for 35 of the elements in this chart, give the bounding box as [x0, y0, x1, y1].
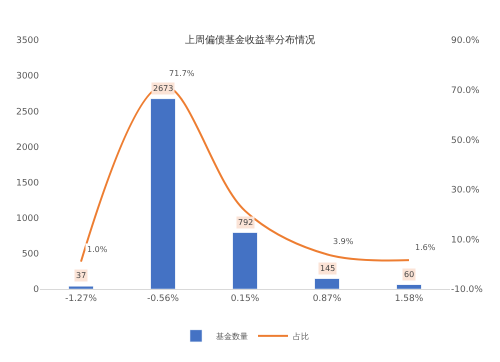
data-label: 792 [238, 218, 254, 227]
y2-tick-label: 50.0% [451, 136, 480, 146]
x-tick-label: 0.15% [230, 294, 260, 304]
y-tick-label: 3000 [16, 72, 40, 82]
y-tick-label: 500 [22, 250, 40, 260]
y-tick-label: 1500 [16, 178, 40, 188]
y2-tick-label: -10.0% [451, 285, 484, 296]
data-label: 60 [404, 270, 414, 279]
data-label: 145 [320, 264, 336, 273]
data-label: 71.7% [169, 69, 195, 78]
y-tick-label: 2500 [16, 107, 40, 118]
data-label: 1.0% [87, 245, 108, 254]
legend-label: 占比 [293, 332, 309, 341]
data-label: 1.6% [415, 243, 436, 252]
y2-tick-label: 10.0% [451, 235, 480, 246]
data-label: 37 [76, 271, 86, 280]
x-tick-label: 1.58% [394, 294, 424, 304]
bar [314, 278, 340, 289]
bar [150, 98, 176, 289]
legend-label: 基金数量 [216, 332, 248, 341]
y-tick-label: 1000 [16, 214, 40, 224]
x-tick-label: 0.87% [312, 294, 342, 304]
data-label: 3.9% [333, 237, 354, 246]
bar [396, 284, 422, 289]
y2-tick-label: 30.0% [451, 186, 480, 196]
x-tick-label: -0.56% [147, 294, 180, 304]
y-tick-label: 0 [33, 285, 40, 296]
x-tick-label: -1.27% [65, 294, 98, 304]
bar [232, 232, 258, 289]
y-tick-label: 3500 [16, 36, 40, 46]
y2-tick-label: 70.0% [451, 86, 480, 96]
y-tick-label: 2000 [16, 142, 40, 153]
y2-tick-label: 90.0% [451, 36, 480, 46]
chart-title: 上周偏债基金收益率分布情况 [185, 34, 315, 46]
bar [68, 286, 94, 289]
